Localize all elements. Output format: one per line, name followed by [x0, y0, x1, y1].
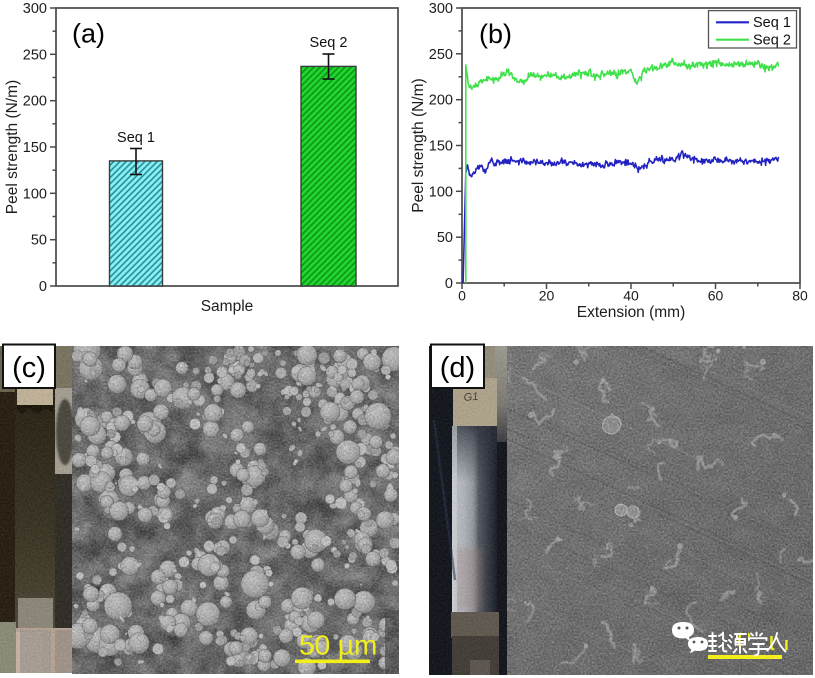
svg-text:(a): (a): [72, 19, 105, 49]
svg-text:150: 150: [429, 139, 453, 155]
svg-text:250: 250: [429, 47, 453, 63]
svg-text:20: 20: [539, 288, 555, 304]
svg-text:50 µm: 50 µm: [299, 630, 377, 661]
svg-text:Peel strength (N/m): Peel strength (N/m): [4, 80, 21, 214]
svg-text:Sample: Sample: [201, 298, 254, 315]
svg-text:250: 250: [23, 47, 47, 63]
svg-text:200: 200: [429, 93, 453, 109]
svg-text:(d): (d): [440, 352, 475, 384]
svg-text:50: 50: [31, 233, 47, 249]
svg-text:60: 60: [708, 288, 724, 304]
svg-text:50: 50: [437, 230, 453, 246]
svg-text:200: 200: [23, 94, 47, 110]
svg-text:0: 0: [445, 276, 453, 292]
svg-text:40: 40: [623, 288, 639, 304]
svg-text:Seq 2: Seq 2: [310, 35, 348, 51]
svg-text:150: 150: [23, 140, 47, 156]
svg-text:Seq 1: Seq 1: [117, 130, 155, 146]
svg-text:0: 0: [39, 279, 47, 295]
svg-text:100: 100: [23, 186, 47, 202]
svg-text:(b): (b): [479, 19, 512, 49]
svg-text:0: 0: [458, 288, 466, 304]
svg-text:300: 300: [23, 1, 47, 17]
svg-text:Extension (mm): Extension (mm): [577, 304, 686, 321]
svg-text:300: 300: [429, 1, 453, 17]
svg-text:(c): (c): [12, 352, 46, 384]
svg-text:Seq 2: Seq 2: [753, 32, 791, 48]
svg-text:Seq 1: Seq 1: [753, 15, 791, 31]
svg-text:80: 80: [792, 288, 808, 304]
svg-text:100: 100: [429, 184, 453, 200]
svg-text:Peel strength (N/m): Peel strength (N/m): [410, 78, 427, 212]
